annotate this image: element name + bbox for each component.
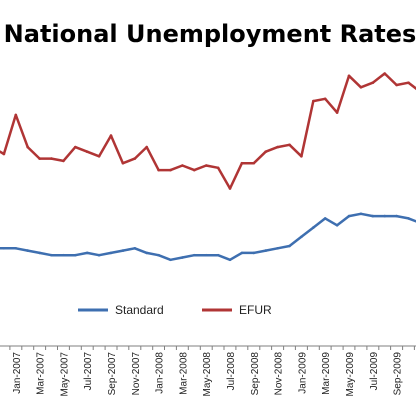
data-point-standard [181, 256, 184, 259]
x-tick-label: Mar-2007 [36, 352, 47, 395]
x-tick-label: Mar-2009 [321, 352, 332, 395]
data-point-efur [228, 187, 232, 190]
data-point-efur [216, 166, 220, 170]
data-point-standard [157, 253, 160, 257]
x-tick-label: Nov-2007 [131, 352, 142, 396]
data-point-efur [252, 161, 256, 165]
data-point-standard [62, 253, 65, 257]
chart-title: National Unemployment Rates [4, 20, 416, 48]
data-point-efur [371, 81, 375, 84]
data-point-standard [38, 251, 41, 255]
x-tick-label: Sep-2008 [250, 352, 261, 396]
data-point-standard [276, 247, 279, 250]
data-point-efur [145, 145, 148, 149]
data-point-efur [288, 143, 291, 147]
x-axis: Jan-2007 Mar-2007 May-2007 Jul-2007 Sep-2007… [0, 345, 416, 397]
x-tick-label: Jan-2008 [155, 352, 166, 394]
data-point-efur [407, 81, 410, 84]
data-point-efur [323, 97, 327, 101]
data-point-efur [359, 86, 363, 89]
series-line-efur [0, 72, 416, 190]
data-point-standard [145, 251, 148, 255]
data-point-standard [109, 251, 113, 255]
data-point-standard [395, 214, 398, 218]
x-tick-label: Jul-2009 [369, 352, 380, 391]
data-point-efur [85, 150, 89, 153]
legend-label-standard: Standard [115, 303, 164, 317]
data-point-standard [312, 226, 315, 229]
data-point-efur [204, 164, 208, 167]
data-point-efur [2, 152, 6, 156]
x-tick-label: May-2008 [202, 352, 213, 397]
data-point-efur [121, 161, 125, 165]
data-point-standard [2, 247, 6, 250]
data-point-standard [264, 249, 268, 252]
data-point-efur [62, 159, 65, 163]
data-point-standard [323, 217, 327, 220]
series-line-standard [0, 212, 416, 262]
x-tick-label: Jul-2007 [83, 352, 94, 391]
data-point-efur [133, 157, 137, 160]
data-point-standard [288, 244, 291, 248]
data-point-standard [335, 224, 339, 227]
data-point-efur [300, 155, 303, 158]
data-point-efur [169, 168, 172, 172]
data-point-standard [300, 235, 303, 239]
data-point-efur [383, 72, 387, 75]
data-point-efur [335, 111, 339, 114]
data-point-efur [347, 74, 351, 78]
x-tick-label: Jul-2008 [226, 352, 237, 391]
data-point-standard [383, 214, 387, 218]
data-point-standard [359, 212, 363, 216]
x-tick-label: May-2009 [345, 352, 356, 397]
data-point-standard [169, 258, 172, 262]
x-tick-label: May-2007 [59, 352, 70, 397]
data-point-standard [26, 249, 30, 252]
data-point-efur [312, 99, 315, 103]
data-point-efur [26, 145, 30, 149]
data-point-standard [240, 251, 244, 255]
data-point-efur [264, 150, 268, 153]
data-point-standard [50, 253, 53, 257]
data-point-standard [407, 217, 410, 220]
x-tick-label: Jan-2009 [297, 352, 308, 394]
data-point-efur [395, 83, 398, 87]
x-tick-label: Sep-2009 [393, 352, 404, 396]
data-point-standard [216, 253, 220, 257]
data-point-efur [276, 145, 279, 149]
data-point-efur [109, 134, 113, 137]
data-point-efur [50, 157, 53, 160]
data-point-standard [228, 258, 232, 262]
data-point-efur [14, 113, 18, 117]
data-point-efur [74, 145, 77, 149]
data-point-standard [74, 253, 77, 257]
data-point-standard [252, 251, 256, 255]
data-point-efur [181, 164, 184, 167]
x-tick-label: Jan-2007 [12, 352, 23, 394]
data-point-standard [97, 253, 101, 257]
data-point-efur [38, 157, 41, 160]
data-point-efur [157, 168, 160, 172]
data-point-standard [347, 214, 351, 218]
data-point-standard [204, 253, 208, 257]
data-point-standard [193, 253, 196, 257]
plot-area [0, 72, 416, 262]
legend-label-efur: EFUR [239, 303, 272, 317]
data-point-standard [121, 249, 125, 252]
data-point-standard [133, 247, 137, 250]
data-point-efur [240, 161, 244, 165]
x-tick-label: Nov-2008 [274, 352, 285, 396]
data-point-standard [85, 251, 89, 255]
legend: Standard EFUR [78, 303, 272, 317]
x-tick-label: Mar-2008 [178, 352, 189, 395]
data-point-standard [371, 214, 375, 218]
x-tick-label: Sep-2007 [107, 352, 118, 396]
data-point-efur [97, 155, 101, 158]
data-point-standard [14, 247, 18, 250]
data-point-efur [193, 168, 196, 172]
